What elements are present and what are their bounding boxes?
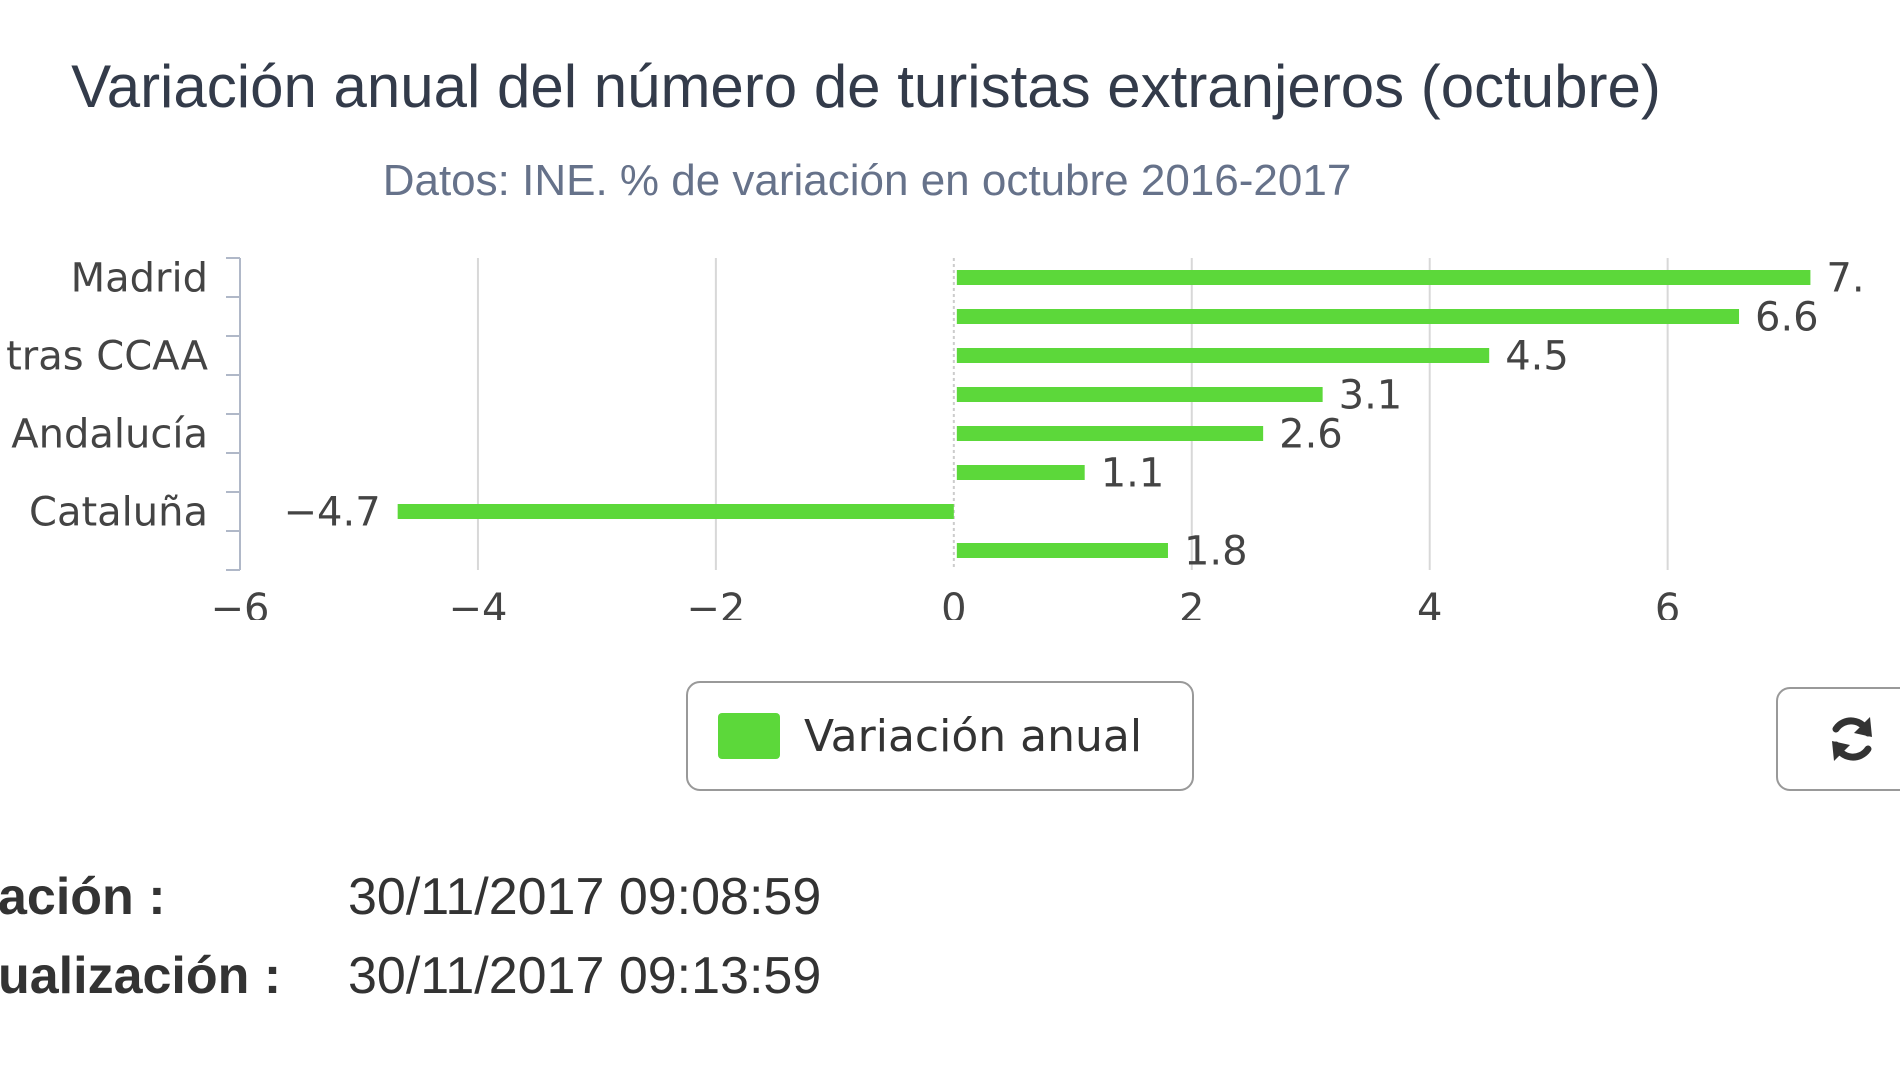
grid-lines xyxy=(476,258,1669,570)
bar xyxy=(956,270,1811,285)
chart-title: Variación anual del número de turistas e… xyxy=(71,53,1661,120)
created-value: 30/11/2017 09:08:59 xyxy=(348,868,822,926)
legend[interactable]: Variación anual xyxy=(686,681,1194,791)
bar-chart: Madrid tras CCAA Andalucía Cataluña 7.6.6 4.… xyxy=(6,256,1865,621)
bar xyxy=(956,387,1323,402)
x-tick-label: −4 xyxy=(448,586,507,620)
bar xyxy=(397,504,954,519)
category-label: Cataluña xyxy=(29,490,208,536)
x-tick-label: 6 xyxy=(1655,586,1680,620)
created-label: ación : xyxy=(0,868,166,926)
bar xyxy=(956,348,1490,363)
data-label: 1.1 xyxy=(1101,451,1165,497)
x-tick-label: 4 xyxy=(1417,586,1442,620)
updated-label: ualización : xyxy=(0,947,282,1005)
data-label: 6.6 xyxy=(1755,295,1819,341)
bars xyxy=(397,270,1811,558)
category-label: Madrid xyxy=(71,256,208,302)
data-label: 4.5 xyxy=(1505,334,1569,380)
data-label: −4.7 xyxy=(284,490,381,536)
category-axis: Madrid tras CCAA Andalucía Cataluña xyxy=(6,256,241,571)
data-label: 1.8 xyxy=(1184,529,1248,575)
data-label: 7. xyxy=(1826,256,1864,302)
bar xyxy=(956,426,1264,441)
refresh-icon xyxy=(1832,717,1872,761)
refresh-button[interactable] xyxy=(1776,687,1900,791)
updated-value: 30/11/2017 09:13:59 xyxy=(348,947,822,1005)
x-tick-label: −6 xyxy=(211,586,270,620)
x-tick-label: −2 xyxy=(686,586,745,620)
data-label: 2.6 xyxy=(1279,412,1343,458)
category-label: Andalucía xyxy=(11,412,208,458)
bar xyxy=(956,309,1740,324)
x-tick-label: 2 xyxy=(1179,586,1204,620)
category-label: tras CCAA xyxy=(6,334,209,380)
chart-subtitle: Datos: INE. % de variación en octubre 20… xyxy=(382,156,1352,205)
x-axis-ticks: −6 −4 −2 0 2 4 6 xyxy=(211,586,1681,620)
legend-label: Variación anual xyxy=(804,710,1143,762)
x-tick-label: 0 xyxy=(941,586,966,620)
legend-swatch xyxy=(718,713,780,759)
bar xyxy=(956,465,1085,480)
bar xyxy=(956,543,1168,558)
data-labels: 7.6.6 4.5 3.12.6 1.1 −4.7 1.8 xyxy=(284,256,1865,575)
data-label: 3.1 xyxy=(1339,373,1403,419)
